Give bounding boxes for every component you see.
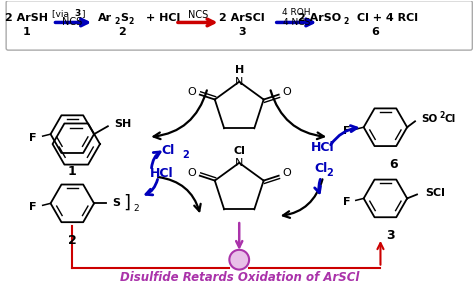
Text: 2: 2 [440, 111, 445, 120]
Text: 2: 2 [68, 235, 77, 247]
Text: H: H [235, 65, 244, 75]
Text: O: O [187, 87, 196, 97]
Text: NCS: NCS [62, 17, 82, 27]
Text: 2: 2 [128, 17, 134, 26]
Circle shape [229, 250, 249, 270]
Text: 2: 2 [182, 150, 189, 160]
Text: F: F [29, 133, 37, 143]
Text: O: O [283, 87, 292, 97]
Text: 1: 1 [68, 165, 77, 178]
Text: Cl: Cl [314, 162, 328, 175]
Text: HCl: HCl [149, 167, 173, 180]
Text: Cl: Cl [233, 146, 245, 156]
FancyBboxPatch shape [6, 1, 472, 50]
Text: O: O [187, 168, 196, 178]
Text: NCS: NCS [188, 9, 208, 19]
Text: 2 ArSH: 2 ArSH [5, 13, 48, 23]
Text: 3: 3 [386, 229, 395, 243]
Text: F: F [29, 202, 37, 212]
Text: S: S [121, 13, 128, 23]
Text: 2: 2 [343, 17, 348, 26]
Text: Cl: Cl [445, 114, 456, 124]
Text: ]: ] [124, 193, 131, 211]
Text: 4 ROH: 4 ROH [282, 8, 311, 17]
Text: F: F [343, 197, 351, 207]
Text: Cl + 4 RCl: Cl + 4 RCl [357, 13, 418, 23]
Text: 2 ArSO: 2 ArSO [298, 13, 341, 23]
Text: O: O [283, 168, 292, 178]
Text: 3: 3 [238, 27, 246, 37]
Text: S: S [112, 198, 120, 208]
Text: Disulfide Retards Oxidation of ArSCl: Disulfide Retards Oxidation of ArSCl [119, 271, 359, 284]
Text: 2: 2 [118, 27, 126, 37]
Text: 4 NCS: 4 NCS [283, 18, 310, 27]
Text: 2: 2 [115, 17, 120, 26]
Text: ]: ] [81, 9, 85, 18]
Text: SH: SH [114, 119, 131, 129]
Text: Ar: Ar [98, 13, 112, 23]
Text: HCl: HCl [311, 140, 335, 154]
Text: 3: 3 [74, 9, 81, 18]
Text: 6: 6 [372, 27, 380, 37]
Text: 2: 2 [134, 204, 139, 213]
Text: 1: 1 [23, 27, 31, 37]
Text: N: N [235, 158, 244, 168]
Text: Cl: Cl [162, 144, 175, 158]
Text: 2 ArSCl: 2 ArSCl [219, 13, 265, 23]
Text: SCl: SCl [425, 188, 445, 198]
Text: 2: 2 [326, 168, 333, 178]
Text: N: N [235, 77, 244, 87]
Text: [via: [via [53, 9, 73, 18]
Text: F: F [343, 126, 351, 136]
Text: 6: 6 [389, 158, 398, 171]
Text: SO: SO [421, 114, 437, 124]
Text: + HCl: + HCl [146, 13, 181, 23]
